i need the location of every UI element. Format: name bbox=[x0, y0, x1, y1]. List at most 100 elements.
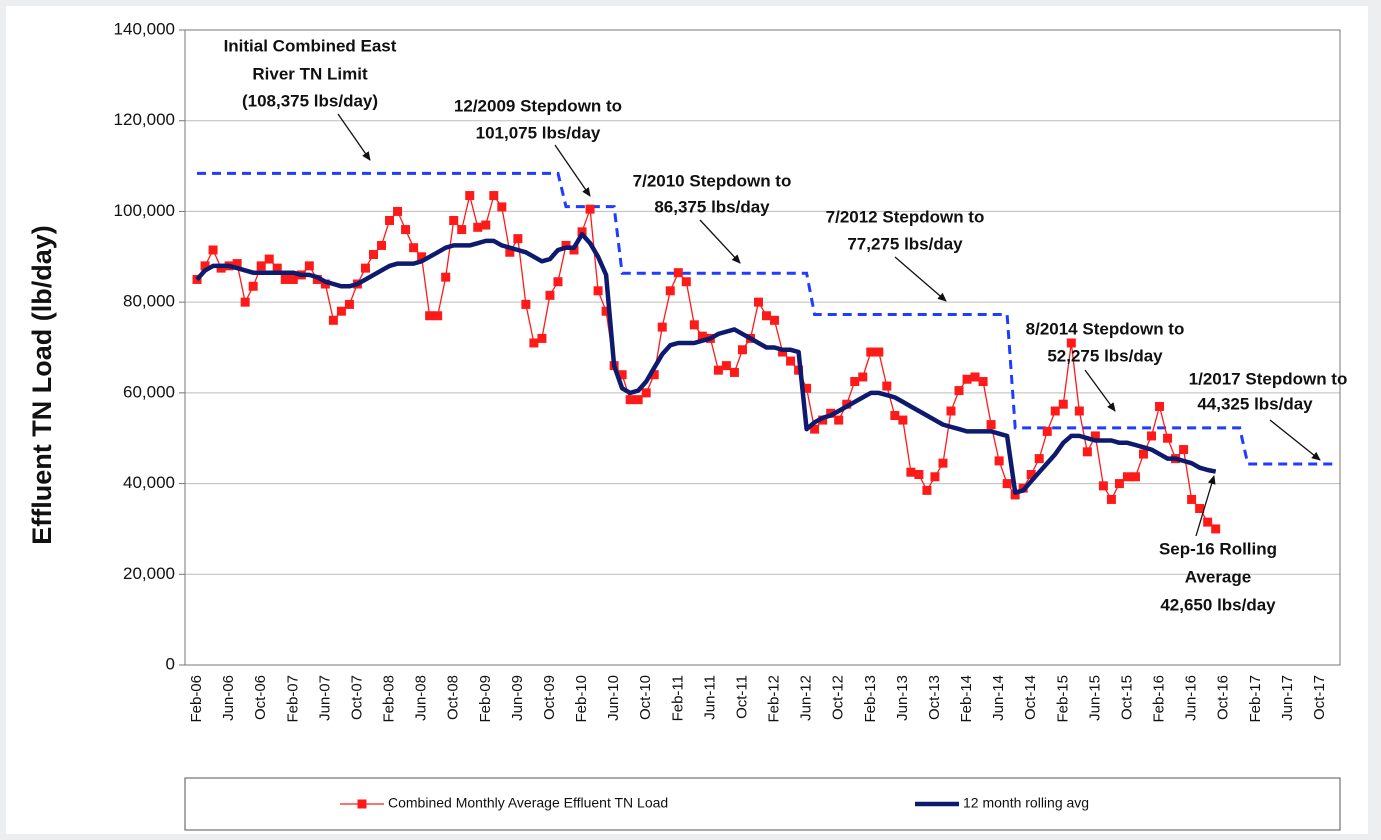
marker bbox=[425, 311, 435, 321]
annotation: 7/2012 Stepdown to bbox=[826, 207, 985, 226]
marker bbox=[344, 299, 354, 309]
marker bbox=[882, 381, 892, 391]
plot-frame bbox=[184, 29, 1341, 666]
marker bbox=[1026, 470, 1036, 479]
marker bbox=[665, 286, 675, 296]
annotation: 1/2017 Stepdown to bbox=[1189, 369, 1348, 388]
marker bbox=[625, 395, 635, 405]
annotation: 12/2009 Stepdown to bbox=[454, 96, 622, 115]
marker bbox=[978, 377, 988, 387]
marker bbox=[770, 315, 780, 325]
x-tick-label: Oct-12 bbox=[830, 675, 847, 720]
marker bbox=[858, 372, 868, 382]
marker bbox=[1034, 454, 1044, 464]
line bbox=[195, 231, 1217, 495]
x-tick-label: Oct-10 bbox=[637, 675, 654, 720]
marker bbox=[409, 243, 419, 253]
annotation-arrow bbox=[1195, 475, 1216, 537]
marker bbox=[970, 372, 980, 382]
x-tick-label: Feb-09 bbox=[477, 675, 494, 723]
marker bbox=[994, 456, 1004, 466]
marker bbox=[713, 365, 723, 375]
marker bbox=[1082, 447, 1092, 457]
x-tick-label: Jun-17 bbox=[1279, 675, 1296, 721]
annotation: 7/2010 Stepdown to bbox=[633, 171, 792, 190]
marker bbox=[377, 240, 387, 250]
legend-marker bbox=[357, 799, 367, 809]
marker bbox=[986, 420, 996, 430]
marker bbox=[938, 458, 948, 468]
x-tick-label: Feb-15 bbox=[1054, 675, 1071, 723]
marker bbox=[1147, 431, 1157, 441]
marker bbox=[834, 415, 844, 425]
x-tick-label: Jun-15 bbox=[1086, 675, 1103, 721]
x-tick-label: Oct-09 bbox=[541, 675, 558, 720]
marker bbox=[1155, 401, 1165, 411]
marker bbox=[810, 424, 820, 434]
marker bbox=[577, 227, 587, 237]
marker bbox=[737, 345, 747, 355]
marker bbox=[264, 254, 274, 264]
x-tick-label: Jun-10 bbox=[605, 675, 622, 721]
marker bbox=[521, 299, 531, 309]
x-tick-label: Oct-08 bbox=[445, 675, 462, 720]
marker bbox=[328, 315, 338, 325]
x-tick-label: Jun-07 bbox=[316, 675, 333, 721]
marker bbox=[689, 320, 699, 330]
y-tick-label: 100,000 bbox=[114, 201, 175, 220]
annotations: Initial Combined East River TN Limit (10… bbox=[224, 36, 1348, 614]
marker bbox=[762, 311, 772, 321]
annotation: 86,375 lbs/day bbox=[654, 197, 770, 216]
marker bbox=[449, 216, 459, 225]
x-tick-label: Jun-08 bbox=[413, 675, 430, 721]
marker bbox=[1187, 494, 1197, 504]
marker bbox=[1106, 494, 1116, 504]
marker bbox=[633, 395, 643, 405]
marker bbox=[248, 281, 258, 291]
marker bbox=[729, 367, 739, 377]
marker bbox=[1098, 481, 1108, 491]
x-tick-label: Oct-13 bbox=[926, 675, 943, 720]
y-tick-label: 40,000 bbox=[123, 473, 175, 492]
marker bbox=[850, 377, 860, 387]
annotation: 77,275 lbs/day bbox=[847, 234, 963, 253]
annotation: Sep-16 Rolling bbox=[1159, 539, 1277, 558]
marker bbox=[1002, 479, 1012, 489]
marker bbox=[200, 261, 210, 271]
y-tick-label: 0 bbox=[166, 654, 175, 673]
annotation: River TN Limit bbox=[252, 64, 368, 83]
marker bbox=[360, 263, 370, 273]
marker bbox=[1042, 426, 1052, 436]
marker bbox=[649, 370, 659, 380]
marker bbox=[368, 250, 378, 260]
marker bbox=[697, 331, 707, 341]
marker bbox=[641, 388, 651, 398]
annotation: 8/2014 Stepdown to bbox=[1026, 319, 1185, 338]
marker bbox=[457, 225, 467, 235]
x-tick-label: Feb-12 bbox=[766, 675, 783, 723]
marker bbox=[1211, 524, 1221, 534]
marker bbox=[1066, 338, 1076, 348]
annotation: 42,650 lbs/day bbox=[1160, 595, 1276, 614]
x-tick-label: Jun-14 bbox=[990, 675, 1007, 721]
marker bbox=[1058, 399, 1068, 409]
annotation-arrow bbox=[1084, 369, 1116, 412]
x-tick-label: Oct-17 bbox=[1311, 675, 1328, 720]
x-tick-label: Oct-15 bbox=[1118, 675, 1135, 720]
marker bbox=[272, 263, 282, 273]
x-tick-label: Feb-13 bbox=[862, 675, 879, 723]
annotation-arrow bbox=[894, 256, 947, 302]
marker bbox=[786, 356, 796, 366]
x-tick-label: Feb-07 bbox=[284, 675, 301, 723]
x-tick-label: Jun-12 bbox=[798, 675, 815, 721]
marker bbox=[1010, 490, 1020, 500]
x-tick-label: Jun-16 bbox=[1183, 675, 1200, 721]
legend-label: Combined Monthly Average Effluent TN Loa… bbox=[388, 795, 668, 811]
marker bbox=[553, 277, 563, 287]
marker bbox=[906, 467, 916, 477]
x-tick-label: Oct-06 bbox=[252, 675, 269, 720]
marker bbox=[1122, 472, 1132, 482]
x-tick-label: Oct-16 bbox=[1215, 675, 1232, 720]
y-axis-label: Effluent TN Load (lb/day) bbox=[27, 225, 57, 544]
